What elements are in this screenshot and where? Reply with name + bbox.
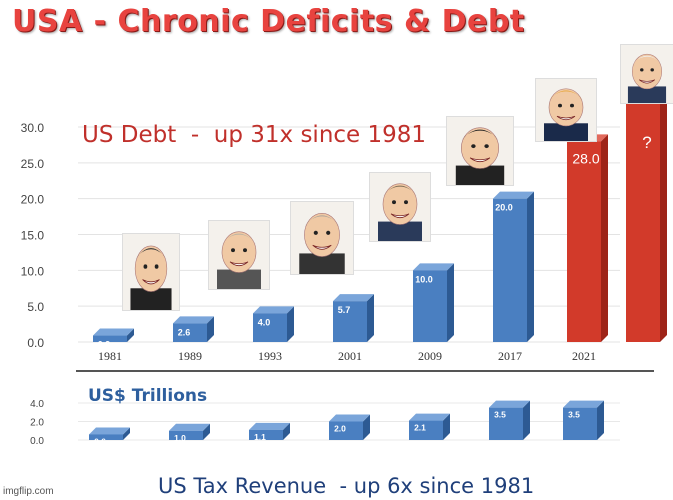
debt-x-tick-label: 2001 [338, 349, 362, 363]
revenue-y-tick-label: 2.0 [30, 418, 44, 429]
revenue-bar [563, 400, 604, 440]
revenue-y-tick-label: 0.0 [30, 436, 44, 447]
revenue-data-label: 2.0 [334, 424, 346, 434]
revenue-headline: US Tax Revenue - up 6x since 1981 [158, 474, 535, 498]
debt-y-tick-label: 20.0 [21, 193, 45, 207]
debt-x-tick-label: 1993 [258, 349, 282, 363]
debt-x-tick-label: 2017 [498, 349, 522, 363]
portrait-caricature-2017 [535, 78, 597, 142]
debt-data-label: 2.6 [178, 327, 191, 337]
revenue-bar [89, 427, 130, 440]
debt-x-tick-label: 1981 [98, 349, 122, 363]
debt-data-label: 28.0 [572, 150, 599, 166]
portrait-caricature-1981 [122, 233, 180, 311]
debt-x-tick-label: 2021 [572, 349, 596, 363]
portrait-caricature-2021 [620, 44, 673, 104]
revenue-data-label: 0.6 [94, 436, 106, 446]
debt-headline: US Debt - up 31x since 1981 [82, 122, 427, 148]
debt-data-label: 0.9 [98, 340, 111, 350]
revenue-bar [489, 400, 530, 440]
debt-y-tick-label: 30.0 [21, 121, 45, 135]
revenue-bar [249, 422, 290, 440]
debt-data-label: 4.0 [258, 317, 271, 327]
debt-x-tick-label: 2009 [418, 349, 442, 363]
revenue-bar [169, 423, 210, 440]
future-debt-bar [626, 97, 667, 342]
debt-data-label: 20.0 [495, 203, 513, 213]
debt-bar [413, 263, 454, 342]
debt-bar [493, 191, 534, 342]
debt-bar [253, 306, 294, 342]
units-label: US$ Trillions [88, 386, 208, 406]
debt-y-tick-label: 25.0 [21, 157, 45, 171]
debt-y-tick-label: 10.0 [21, 264, 45, 278]
debt-x-tick-label: 1989 [178, 349, 202, 363]
revenue-data-label: 3.5 [494, 410, 506, 420]
revenue-data-label: 1.0 [174, 433, 186, 443]
debt-bar [567, 134, 608, 342]
chart-title: USA - Chronic Deficits & Debt [12, 4, 525, 39]
revenue-bar [409, 413, 450, 440]
revenue-data-label: 1.1 [254, 432, 266, 442]
revenue-data-label: 2.1 [414, 423, 426, 433]
revenue-data-label: 3.5 [568, 410, 580, 420]
future-debt-label: ? [642, 133, 651, 152]
revenue-bar [329, 414, 370, 440]
watermark: imgflip.com [3, 486, 54, 497]
debt-y-tick-label: 15.0 [21, 229, 45, 243]
debt-data-label: 5.7 [338, 305, 351, 315]
debt-y-tick-label: 0.0 [27, 336, 44, 350]
debt-y-tick-label: 5.0 [27, 300, 44, 314]
debt-data-label: 10.0 [415, 274, 433, 284]
portrait-caricature-1993 [290, 201, 354, 275]
debt-bar [173, 316, 214, 342]
revenue-y-tick-label: 4.0 [30, 399, 44, 410]
portrait-caricature-2009 [446, 116, 514, 186]
portrait-caricature-1989 [208, 220, 270, 290]
debt-bar [333, 294, 374, 342]
portrait-caricature-2001 [369, 172, 431, 242]
debt-bar [93, 328, 134, 342]
